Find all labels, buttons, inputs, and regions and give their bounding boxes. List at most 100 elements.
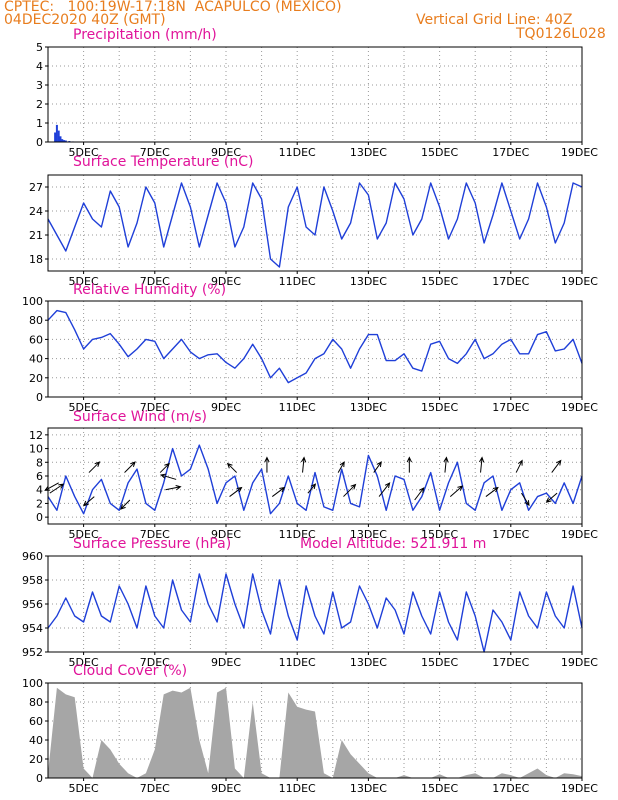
pressure-xtick-label: 9DEC [211, 656, 241, 669]
wind-vector-arrow [120, 499, 131, 510]
pressure-ytick-label: 956 [22, 598, 43, 611]
cloud-ytick-label: 40 [29, 734, 43, 747]
wind-vector-arrow [226, 462, 238, 473]
cloud-title: Cloud Cover (%) [73, 663, 188, 679]
rh-xtick-label: 9DEC [211, 401, 241, 414]
wind-vector-arrow [515, 459, 523, 473]
cloud-xtick-label: 11DEC [279, 782, 316, 795]
wind-vector-arrow [414, 487, 425, 501]
rh-ytick-label: 100 [22, 295, 43, 308]
pressure-ytick-label: 952 [22, 646, 43, 659]
wind-vector-arrow [521, 492, 530, 507]
wind-xtick-label: 19DEC [561, 528, 598, 541]
wind-xtick-label: 15DEC [421, 528, 458, 541]
wind-ytick-label: 12 [29, 429, 43, 442]
cloud-ytick-label: 60 [29, 715, 43, 728]
precip-xtick-label: 13DEC [350, 146, 387, 159]
pressure-xtick-label: 7DEC [140, 656, 170, 669]
temp-series-line [47, 182, 583, 268]
wind-vector-arrow [229, 486, 243, 497]
wind-ytick-label: 10 [29, 443, 43, 456]
precip-bar [59, 136, 62, 142]
precip-ytick-label: 0 [36, 136, 43, 149]
header-line1-right: Vertical Grid Line: 40Z [416, 12, 573, 28]
wind-xtick-label: 7DEC [140, 528, 170, 541]
cloud-cover-area [48, 687, 582, 778]
precip-xtick-label: 17DEC [492, 146, 529, 159]
wind-xtick-label: 13DEC [350, 528, 387, 541]
rh-ytick-label: 20 [29, 372, 43, 385]
cloud-ytick-label: 20 [29, 753, 43, 766]
temp-xtick-label: 5DEC [69, 275, 99, 288]
header-line1-left: CPTEC: 100:19W-17:18N ACAPULCO (MEXICO) [4, 0, 342, 15]
wind-xtick-label: 11DEC [279, 528, 316, 541]
wind-vector-arrow [307, 483, 317, 494]
rh-xtick-label: 15DEC [421, 401, 458, 414]
precip-ytick-label: 3 [36, 79, 43, 92]
temp-xtick-label: 11DEC [279, 275, 316, 288]
precip-bar [57, 130, 60, 142]
pressure-xtick-label: 11DEC [279, 656, 316, 669]
cloud-ytick-label: 0 [36, 772, 43, 785]
wind-vector-arrow [373, 461, 382, 473]
wind-vector-arrow [406, 456, 412, 473]
wind-vector-arrow [49, 483, 65, 494]
cloud-xtick-label: 15DEC [421, 782, 458, 795]
temp-ytick-label: 24 [29, 205, 43, 218]
temp-title: Surface Temperature (nC) [73, 154, 254, 170]
precip-bar [54, 132, 57, 142]
temp-ytick-label: 21 [29, 229, 43, 242]
rh-xtick-label: 17DEC [492, 401, 529, 414]
pressure-xtick-label: 19DEC [561, 656, 598, 669]
precip-ytick-label: 1 [36, 117, 43, 130]
precip-bar [61, 139, 64, 142]
wind-xtick-label: 9DEC [211, 528, 241, 541]
rh-ytick-label: 0 [36, 391, 43, 404]
wind-vector-arrow [271, 486, 286, 497]
precip-xtick-label: 15DEC [421, 146, 458, 159]
precip-bar [55, 124, 58, 142]
pressure-ytick-label: 958 [22, 574, 43, 587]
precip-title: Precipitation (mm/h) [73, 27, 217, 43]
temp-xtick-label: 9DEC [211, 275, 241, 288]
wind-vector-arrow [301, 456, 307, 473]
precip-bar [63, 140, 66, 142]
temp-xtick-label: 15DEC [421, 275, 458, 288]
precip-xtick-label: 11DEC [279, 146, 316, 159]
rh-frame [47, 300, 583, 398]
wind-vector-arrow [343, 483, 357, 497]
pressure-xtick-label: 17DEC [492, 656, 529, 669]
pressure-xtick-label: 5DEC [69, 656, 99, 669]
temp-frame [47, 174, 583, 272]
pressure-xtick-label: 13DEC [350, 656, 387, 669]
cloud-xtick-label: 9DEC [211, 782, 241, 795]
precip-ytick-label: 2 [36, 98, 43, 111]
wind-xtick-label: 5DEC [69, 528, 99, 541]
wind-ytick-label: 0 [36, 511, 43, 524]
wind-vector-arrow [264, 456, 270, 473]
wind-ytick-label: 2 [36, 497, 43, 510]
cloud-xtick-label: 13DEC [350, 782, 387, 795]
temp-xtick-label: 19DEC [561, 275, 598, 288]
rh-xtick-label: 11DEC [279, 401, 316, 414]
wind-vector-arrow [160, 473, 177, 480]
cloud-xtick-label: 7DEC [140, 782, 170, 795]
rh-xtick-label: 19DEC [561, 401, 598, 414]
temp-xtick-label: 13DEC [350, 275, 387, 288]
wind-xtick-label: 17DEC [492, 528, 529, 541]
wind-title: Surface Wind (m/s) [73, 409, 207, 425]
wind-series-line [47, 444, 583, 515]
wind-vector-arrow [124, 461, 136, 473]
wind-ytick-label: 6 [36, 470, 43, 483]
cloud-xtick-label: 5DEC [69, 782, 99, 795]
temp-ytick-label: 27 [29, 181, 43, 194]
wind-vector-arrow [551, 459, 562, 473]
cloud-xtick-label: 17DEC [492, 782, 529, 795]
precip-xtick-label: 9DEC [211, 146, 241, 159]
temp-xtick-label: 17DEC [492, 275, 529, 288]
precip-ytick-label: 4 [36, 60, 43, 73]
cloud-xtick-label: 19DEC [561, 782, 598, 795]
cloud-ytick-label: 80 [29, 696, 43, 709]
pressure-xtick-label: 15DEC [421, 656, 458, 669]
